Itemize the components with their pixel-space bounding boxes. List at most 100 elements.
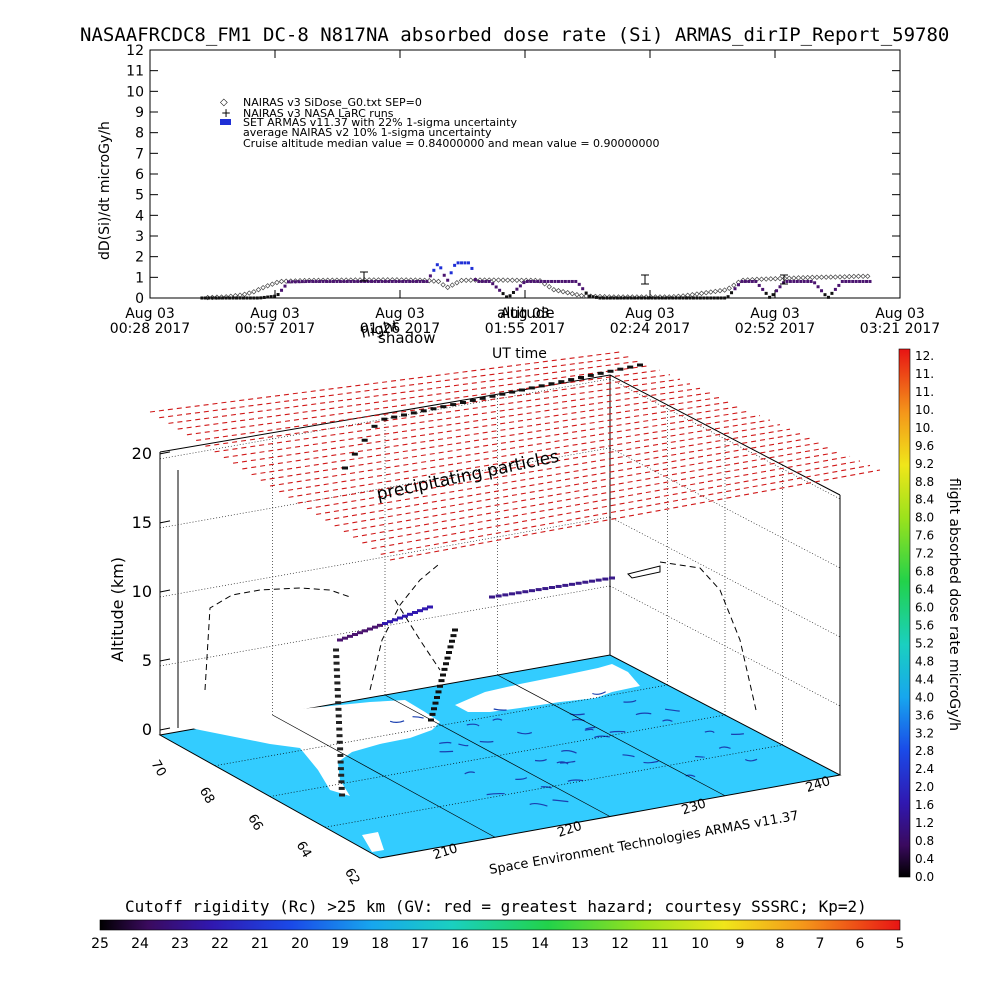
track-point <box>490 395 496 398</box>
measured-point <box>259 296 262 299</box>
model-point <box>819 275 823 279</box>
measured-point <box>460 261 463 264</box>
measured-point <box>415 280 418 283</box>
measured-point <box>837 284 840 287</box>
measured-point <box>685 297 688 300</box>
rigidity-colorbar-tick-label: 6 <box>856 936 865 952</box>
measured-point <box>827 296 830 299</box>
measured-point <box>602 297 605 300</box>
timeseries-plot: 0123456789101112 Aug 0300:28 2017Aug 030… <box>97 43 940 362</box>
measured-point <box>609 297 612 300</box>
rigidity-colorbar-tick-label: 7 <box>816 936 825 952</box>
measured-point <box>207 297 210 300</box>
timeseries-frame <box>150 50 900 298</box>
track-point <box>335 695 341 698</box>
measured-point <box>644 297 647 300</box>
rigidity-colorbar: Cutoff rigidity (Rc) >25 km (GV: red = g… <box>91 897 904 952</box>
dose-colorbar-tick-label: 8.0 <box>915 511 934 525</box>
dose-colorbar-tick-label: 6.4 <box>915 583 934 597</box>
dose-colorbar-tick-label: 2.8 <box>915 744 934 758</box>
track-point <box>430 713 436 716</box>
altitude-tick-label: 10 <box>132 582 152 601</box>
track-point <box>338 761 344 764</box>
coastline-segment <box>480 741 494 742</box>
model-point <box>861 274 865 278</box>
measured-point <box>394 280 397 283</box>
timeseries-y-tick-label: 11 <box>126 64 144 80</box>
measured-point <box>747 280 750 283</box>
model-point <box>261 285 265 289</box>
model-point <box>727 286 731 290</box>
rigidity-colorbar-tick-label: 24 <box>131 936 149 952</box>
measured-point <box>664 297 667 300</box>
model-point <box>829 275 833 279</box>
altitude-tick <box>160 590 170 592</box>
track-point <box>333 649 339 652</box>
track-point <box>627 366 633 369</box>
timeseries-y-axis-label: dD(Si)/dt microGy/h <box>97 121 113 260</box>
latitude-tick-label: 66 <box>244 812 265 834</box>
measured-point <box>384 280 387 283</box>
measured-point <box>657 297 660 300</box>
track-point <box>470 399 476 402</box>
measured-point <box>266 296 269 299</box>
track-point <box>451 634 457 637</box>
measured-point <box>287 280 290 283</box>
measured-point <box>834 288 837 291</box>
measured-point <box>692 297 695 300</box>
rigidity-colorbar-ticks: 25 24 23 22 21 20 19 18 17 16 15 14 13 12 11 10 9 8 7 6 5 <box>91 936 904 952</box>
measured-point <box>370 280 373 283</box>
track-point <box>411 411 417 414</box>
track-point <box>568 378 574 381</box>
measured-point <box>339 280 342 283</box>
measured-point <box>408 280 411 283</box>
rigidity-colorbar-tick-label: 11 <box>651 936 669 952</box>
measured-point <box>422 280 425 283</box>
measured-point <box>599 297 602 300</box>
measured-point <box>249 297 252 300</box>
dose-colorbar-tick-label: 0.8 <box>915 834 934 848</box>
measured-point <box>813 281 816 284</box>
dose-colorbar-tick-label: 2.0 <box>915 780 934 794</box>
measured-point <box>477 280 480 283</box>
altitude-tick <box>160 521 170 523</box>
model-point <box>256 288 260 292</box>
measured-point <box>391 280 394 283</box>
track-point <box>529 589 535 592</box>
measured-point <box>311 280 314 283</box>
measured-point <box>242 297 245 300</box>
rigidity-colorbar-tick-label: 14 <box>531 936 549 952</box>
track-point <box>446 651 452 654</box>
measured-point <box>699 297 702 300</box>
model-point <box>455 281 459 285</box>
model-point <box>792 276 796 280</box>
rigidity-colorbar-tick-label: 15 <box>491 936 509 952</box>
altitude-tick <box>160 659 170 661</box>
measured-point <box>723 297 726 300</box>
measured-point <box>571 280 574 283</box>
measured-point <box>204 297 207 300</box>
cutoff-grid-row <box>178 366 650 429</box>
cutoff-grid-row <box>150 352 620 412</box>
track-point <box>352 453 358 456</box>
dose-colorbar-tick-label: 9.6 <box>915 439 934 453</box>
track-point <box>401 414 407 417</box>
rigidity-colorbar-tick-label: 17 <box>411 936 429 952</box>
measured-point <box>294 280 297 283</box>
model-point <box>464 278 468 282</box>
measured-point <box>810 280 813 283</box>
coastline-segment <box>610 732 625 733</box>
dose-colorbar-tick-label: 4.4 <box>915 672 934 686</box>
model-point <box>810 275 814 279</box>
measured-point <box>720 297 723 300</box>
track-point <box>589 580 595 583</box>
track-point <box>334 681 340 684</box>
model-point <box>275 280 279 284</box>
track-point <box>588 374 594 377</box>
measured-point <box>401 280 404 283</box>
track-point <box>529 386 535 389</box>
rigidity-colorbar-tick-label: 8 <box>776 936 785 952</box>
track-point <box>499 393 505 396</box>
measured-point <box>682 297 685 300</box>
measured-point <box>325 280 328 283</box>
